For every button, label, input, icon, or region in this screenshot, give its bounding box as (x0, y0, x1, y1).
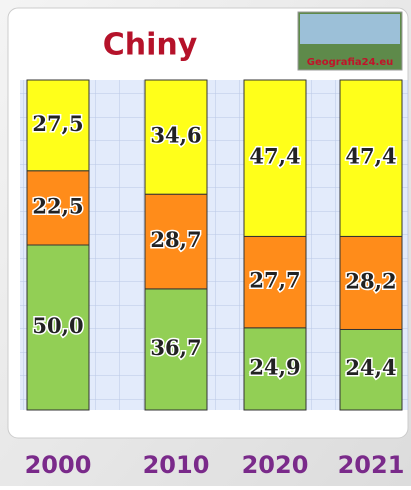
bar-segment (26, 244, 90, 411)
x-tick-label: 2000 (25, 451, 92, 479)
data-label: 22,5 (32, 193, 83, 218)
x-tick-label: 2021 (338, 451, 405, 479)
bar-segment (243, 79, 307, 237)
bar-segment (339, 79, 403, 237)
bar-segment (26, 79, 90, 172)
data-label: 24,4 (345, 355, 396, 380)
data-label: 47,4 (249, 144, 300, 169)
bar-segment (144, 79, 208, 195)
chart-title: Chiny (103, 28, 198, 63)
bar-segment (144, 288, 208, 411)
bar-segment (339, 235, 403, 330)
bar-segment (26, 170, 90, 246)
logo-text: Geografia24.eu (307, 57, 393, 68)
data-label: 47,4 (345, 144, 396, 169)
data-label: 36,7 (150, 335, 201, 360)
x-tick-label: 2010 (143, 451, 210, 479)
x-tick-label: 2020 (242, 451, 309, 479)
logo-sky (300, 14, 400, 44)
data-label: 28,7 (150, 227, 201, 252)
data-label: 24,9 (249, 354, 300, 379)
bar-segment (243, 327, 307, 411)
bar-segment (144, 193, 208, 290)
data-label: 50,0 (32, 313, 83, 338)
data-label: 27,7 (249, 268, 300, 293)
data-label: 34,6 (150, 123, 201, 148)
bar-segment (243, 235, 307, 329)
data-label: 28,2 (345, 268, 396, 293)
data-label: 27,5 (32, 111, 83, 136)
